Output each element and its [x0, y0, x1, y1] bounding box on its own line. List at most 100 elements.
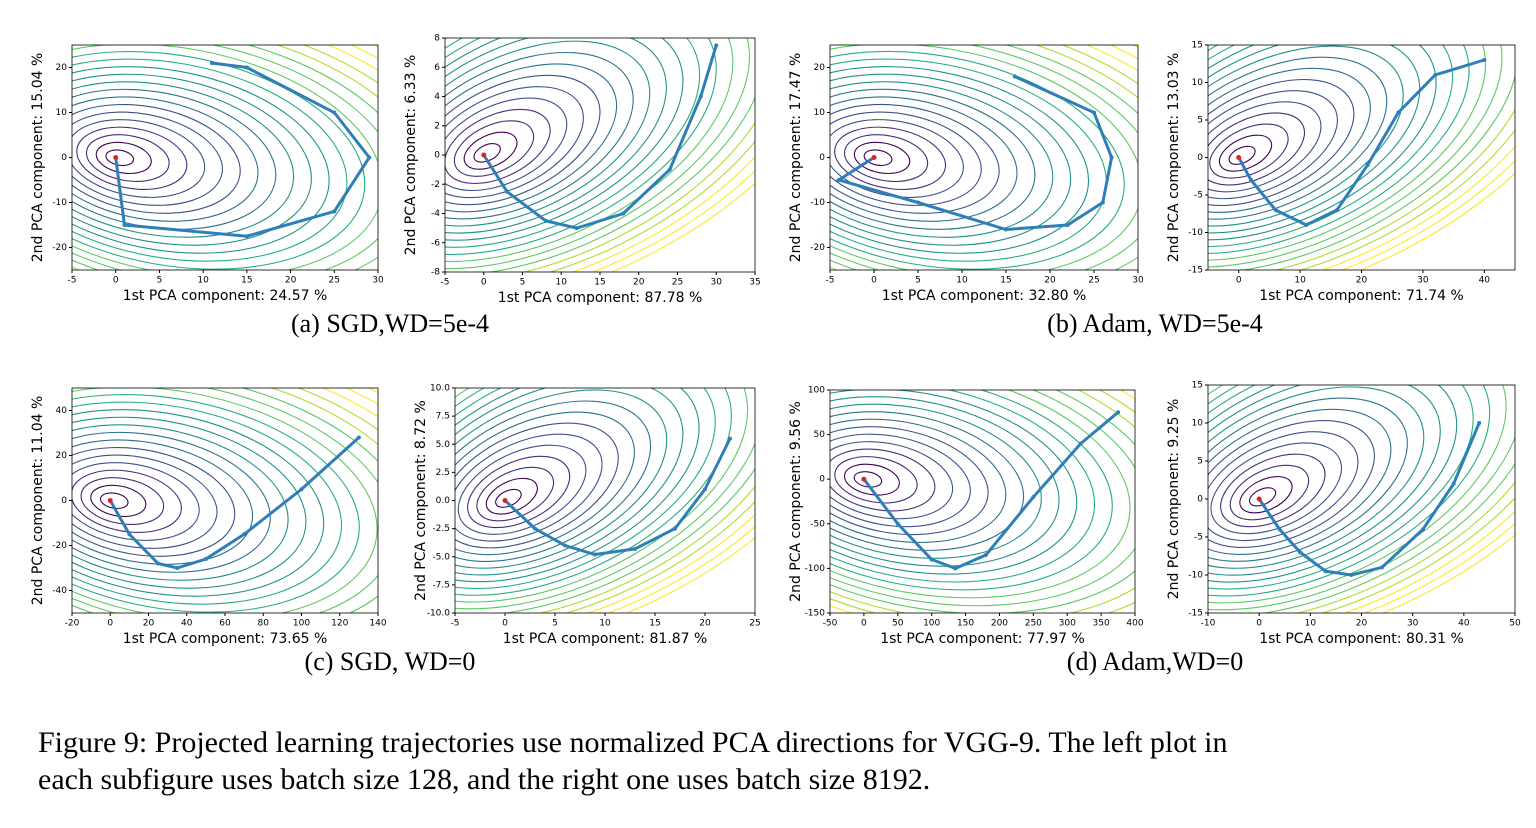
contour-line — [473, 143, 501, 163]
contour-line — [1218, 134, 1273, 172]
x-tick-label: 35 — [749, 278, 760, 288]
contour-line — [830, 45, 1138, 270]
contour-line — [455, 388, 755, 613]
contour-line — [830, 411, 1025, 551]
contour-line — [72, 119, 206, 198]
contour-line — [72, 409, 325, 597]
contour-line — [1208, 45, 1515, 270]
contour-line — [85, 134, 170, 182]
contour-line — [455, 388, 755, 610]
trajectory-point — [953, 566, 958, 571]
x-tick-label: 120 — [331, 619, 348, 629]
contour-line — [830, 390, 1135, 613]
subcaption: (b) Adam, WD=5e-4 — [1047, 309, 1263, 338]
contour-line — [1239, 476, 1293, 514]
y-tick-label: -20 — [52, 541, 67, 551]
contour-line — [72, 454, 218, 549]
y-tick-label: -7.5 — [432, 580, 450, 590]
x-tick-label: 400 — [1126, 619, 1143, 629]
contour-line — [445, 86, 584, 199]
contour-line — [495, 488, 522, 508]
y-tick-label: 5.0 — [436, 440, 451, 450]
contour-line — [80, 477, 165, 525]
trajectory-point — [1277, 527, 1282, 532]
plot: -20 0 20 40 60 80 100 120 140 -40 -20 0 20 40 1st PCA … — [30, 387, 387, 647]
contour-line — [1208, 112, 1306, 186]
contour-line — [463, 131, 518, 170]
contour-line — [1208, 385, 1515, 613]
trajectory-point — [299, 487, 304, 492]
trajectory-point — [1396, 110, 1401, 115]
x-axis-label: 1st PCA component: 77.97 % — [880, 631, 1085, 647]
x-tick-label: 0 — [107, 619, 113, 629]
contour-line — [1210, 442, 1343, 535]
trajectory-point — [916, 200, 920, 205]
x-tick-label: 25 — [329, 276, 340, 286]
start-point — [861, 476, 867, 482]
x-tick-label: 100 — [923, 619, 940, 629]
y-tick-label: 2.5 — [436, 468, 450, 478]
x-tick-label: 250 — [1025, 619, 1042, 629]
contour-line — [445, 38, 755, 272]
contour-line — [455, 433, 603, 542]
y-axis-label: 2nd PCA component: 9.25 % — [1166, 399, 1182, 600]
contour-line — [445, 97, 568, 192]
contour-line — [830, 426, 989, 536]
y-tick-label: 8 — [434, 34, 440, 44]
contour-line — [830, 390, 1078, 575]
contour-line — [72, 393, 360, 613]
contour-line — [1208, 408, 1392, 555]
contour-line — [1208, 45, 1487, 261]
contour-line — [1208, 45, 1515, 270]
trajectory-point — [156, 561, 161, 566]
y-tick-label: 0.0 — [436, 496, 451, 506]
contour-line — [830, 418, 1007, 544]
contour-line — [830, 45, 1138, 270]
contour-line — [105, 149, 135, 167]
trajectory-point — [728, 436, 732, 441]
y-tick-label: 4 — [434, 92, 440, 102]
contour-line — [455, 388, 732, 596]
contour-line — [445, 108, 551, 184]
y-axis-label: 2nd PCA component: 6.33 % — [403, 55, 419, 256]
trajectory-point — [127, 532, 132, 537]
contour-line — [485, 477, 538, 515]
contour-line — [72, 66, 330, 254]
y-tick-label: 100 — [808, 386, 825, 396]
x-tick-label: 200 — [991, 619, 1008, 629]
contour-line — [1208, 419, 1375, 549]
y-tick-label: -5 — [1194, 533, 1203, 543]
contour-line — [445, 38, 667, 234]
x-axis-label: 1st PCA component: 71.74 % — [1259, 288, 1464, 304]
trajectory-point — [563, 543, 567, 548]
start-point — [107, 498, 113, 503]
contour-line — [1208, 385, 1515, 613]
contour-line — [455, 388, 749, 603]
x-axis-label: 1st PCA component: 80.31 % — [1259, 631, 1464, 647]
contour-line — [457, 444, 587, 535]
contour-line — [445, 38, 750, 270]
contour-line — [72, 439, 254, 565]
contour-line — [830, 81, 1054, 238]
trajectory-point — [929, 557, 934, 562]
x-tick-label: 140 — [369, 619, 386, 629]
y-axis-label: 2nd PCA component: 9.56 % — [788, 401, 804, 602]
x-axis-label: 1st PCA component: 87.78 % — [498, 290, 703, 306]
contours — [455, 388, 755, 613]
contour-line — [830, 66, 1090, 254]
contour-line — [1208, 45, 1470, 255]
x-tick-label: 10 — [1305, 619, 1317, 629]
contour-line — [1208, 67, 1371, 213]
y-tick-label: 0 — [819, 153, 825, 163]
trajectory-point — [356, 435, 361, 440]
contour-line — [455, 388, 700, 583]
contour-line — [1208, 45, 1515, 270]
y-tick-label: 10.0 — [430, 384, 450, 394]
caption-line: each subfigure uses batch size 128, and … — [38, 763, 930, 796]
x-tick-label: 150 — [957, 619, 974, 629]
trajectory-point — [1365, 163, 1370, 167]
contour-line — [455, 411, 635, 556]
plot: -5 0 5 10 15 20 25 30 -20 -10 0 10 20 1st PCA compone… — [30, 44, 384, 304]
contour-line — [90, 484, 147, 517]
